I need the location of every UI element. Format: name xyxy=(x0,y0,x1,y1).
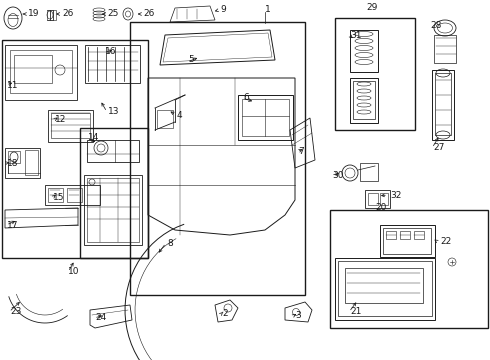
Text: 13: 13 xyxy=(108,108,120,117)
Text: 26: 26 xyxy=(143,9,154,18)
Bar xyxy=(157,110,173,128)
Bar xyxy=(360,163,378,181)
Bar xyxy=(51,113,90,138)
Text: 15: 15 xyxy=(53,194,65,202)
Bar xyxy=(380,225,435,257)
Text: 17: 17 xyxy=(7,220,19,230)
Bar xyxy=(47,10,50,20)
Text: 30: 30 xyxy=(332,171,343,180)
Bar xyxy=(335,258,435,320)
Bar xyxy=(353,81,375,119)
Bar xyxy=(380,193,388,205)
Bar xyxy=(350,30,378,72)
Bar xyxy=(383,228,431,254)
Bar xyxy=(386,231,396,239)
Bar xyxy=(10,50,72,93)
Text: 24: 24 xyxy=(95,314,106,323)
Text: 14: 14 xyxy=(88,134,99,143)
Text: 8: 8 xyxy=(167,238,173,248)
Text: 9: 9 xyxy=(220,5,226,14)
Bar xyxy=(25,150,38,175)
Text: 25: 25 xyxy=(107,9,119,18)
Bar xyxy=(434,35,456,63)
Bar xyxy=(130,22,305,295)
Text: 4: 4 xyxy=(177,111,183,120)
Text: 31: 31 xyxy=(350,31,362,40)
Bar xyxy=(345,268,423,303)
Bar xyxy=(48,188,63,202)
Bar xyxy=(435,73,451,135)
Text: 26: 26 xyxy=(62,9,74,18)
Text: 6: 6 xyxy=(243,94,249,103)
Bar xyxy=(45,185,100,205)
Bar xyxy=(338,261,432,316)
Bar xyxy=(14,55,52,83)
Bar xyxy=(80,128,148,258)
Text: 10: 10 xyxy=(68,267,79,276)
Bar xyxy=(414,231,424,239)
Bar xyxy=(365,190,390,208)
Text: 18: 18 xyxy=(7,158,19,167)
Text: 28: 28 xyxy=(430,21,441,30)
Bar xyxy=(87,178,139,242)
Bar xyxy=(400,231,410,239)
Bar xyxy=(330,210,488,328)
Bar xyxy=(242,99,289,136)
Bar xyxy=(335,18,415,130)
Bar xyxy=(84,175,142,245)
Text: 32: 32 xyxy=(390,190,401,199)
Bar xyxy=(238,95,293,140)
Text: 16: 16 xyxy=(105,48,117,57)
Bar xyxy=(48,110,93,142)
Text: 19: 19 xyxy=(28,9,40,18)
Text: 1: 1 xyxy=(265,5,271,14)
Text: 11: 11 xyxy=(7,81,19,90)
Text: 2: 2 xyxy=(222,310,228,319)
Bar xyxy=(368,193,378,205)
Text: 29: 29 xyxy=(366,4,377,13)
Bar xyxy=(432,70,454,140)
Text: 21: 21 xyxy=(350,307,362,316)
Text: 20: 20 xyxy=(375,203,387,212)
Text: 12: 12 xyxy=(55,116,66,125)
Text: 27: 27 xyxy=(433,144,444,153)
Bar xyxy=(350,78,378,123)
Bar xyxy=(8,151,20,163)
Text: 3: 3 xyxy=(295,311,301,320)
Bar xyxy=(2,40,148,258)
Bar xyxy=(50,10,53,20)
Text: 5: 5 xyxy=(188,55,194,64)
Bar xyxy=(53,10,56,20)
Text: 7: 7 xyxy=(298,148,304,157)
Bar xyxy=(85,45,140,83)
Text: 23: 23 xyxy=(10,307,22,316)
Text: 22: 22 xyxy=(440,238,451,247)
Bar xyxy=(87,140,139,162)
Bar xyxy=(67,188,82,202)
Bar xyxy=(5,45,77,100)
Bar xyxy=(5,148,40,178)
